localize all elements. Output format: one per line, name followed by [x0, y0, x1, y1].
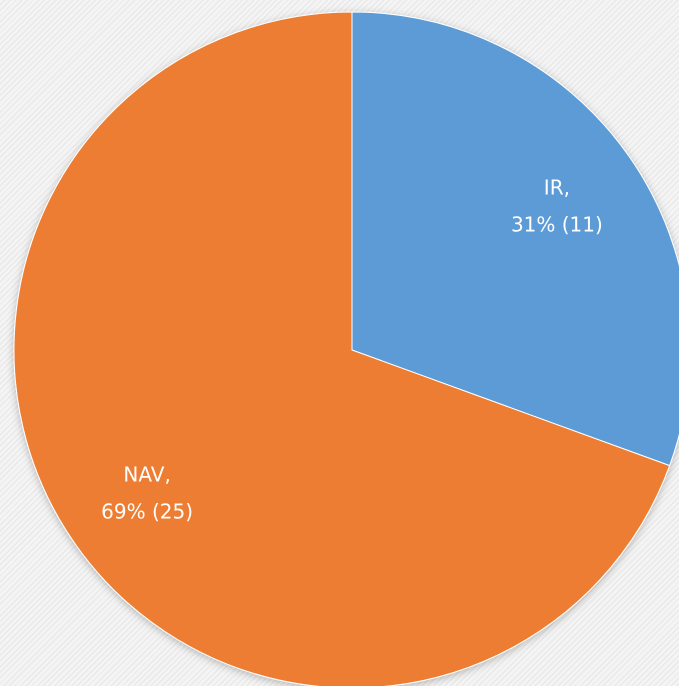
pie — [13, 11, 679, 686]
slice-category: NAV, — [123, 462, 170, 486]
slice-value: 69% (25) — [101, 499, 193, 523]
slice-label: NAV, 69% (25) — [101, 462, 193, 523]
slice-category: IR, — [544, 175, 570, 199]
pie-slice — [351, 11, 679, 467]
slice-label: IR, 31% (11) — [511, 175, 603, 236]
pie-slice — [13, 11, 671, 686]
slice-value: 31% (11) — [511, 212, 603, 236]
labels: IR, 31% (11) NAV, 69% (25) — [101, 175, 603, 523]
